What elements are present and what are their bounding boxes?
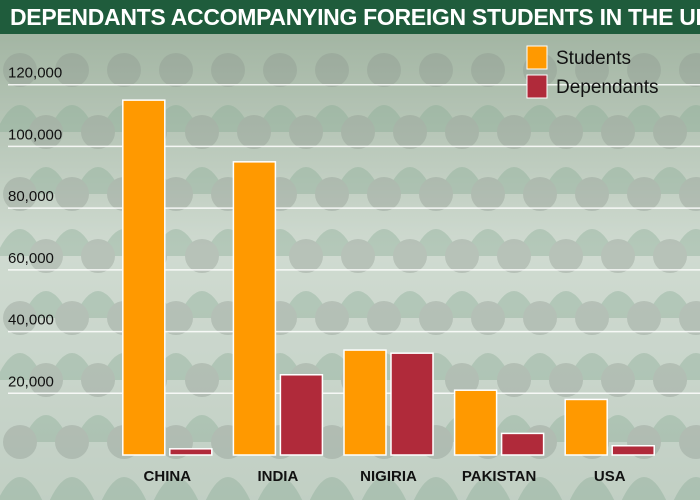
legend-label: Students [556, 48, 631, 69]
bar-dependants-pakistan [500, 432, 545, 456]
y-tick-label: 80,000 [8, 188, 54, 205]
y-tick-label: 20,000 [8, 373, 54, 390]
bar-students-india [232, 161, 277, 456]
bar-students-nigiria [343, 349, 387, 456]
x-category-label: USA [594, 468, 626, 485]
bar-students-usa [564, 398, 608, 456]
bar-students-china [122, 99, 166, 456]
x-category-label: CHINA [144, 468, 192, 485]
bars [122, 99, 655, 456]
x-category-label: INDIA [257, 468, 298, 485]
y-tick-label: 40,000 [8, 312, 54, 329]
x-axis-categories: CHINA INDIA NIGIRIA PAKISTAN USA [144, 468, 626, 485]
x-category-label: NIGIRIA [360, 468, 417, 485]
bar-dependants-china [169, 448, 213, 456]
y-tick-label: 60,000 [8, 250, 54, 267]
legend: Students Dependants [526, 45, 658, 99]
legend-swatch [526, 74, 548, 99]
y-tick-label: 120,000 [8, 65, 62, 82]
bar-students-pakistan [453, 389, 498, 456]
legend-swatch [526, 45, 548, 70]
x-category-label: PAKISTAN [462, 468, 536, 485]
bar-dependants-nigiria [390, 352, 434, 456]
y-tick-label: 100,000 [8, 126, 62, 143]
y-axis-ticks: 20,000 40,000 60,000 80,000 100,000 120,000 [8, 65, 62, 391]
bar-dependants-india [279, 374, 324, 456]
bar-dependants-usa [611, 444, 655, 456]
gridlines [8, 83, 700, 395]
chart-title: DEPENDANTS ACCOMPANYING FOREIGN STUDENTS… [0, 0, 700, 34]
legend-label: Dependants [556, 77, 658, 98]
